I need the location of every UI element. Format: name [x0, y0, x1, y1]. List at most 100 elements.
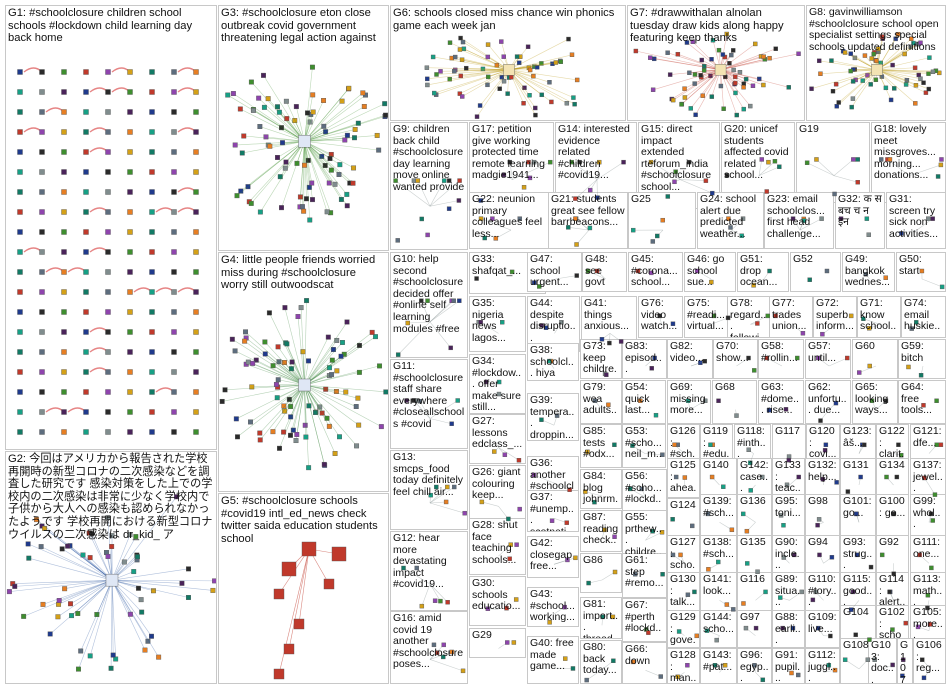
cluster-g133-nodes	[784, 474, 801, 488]
group-g122: G122: clarit...	[876, 424, 909, 468]
cluster-g94-nodes	[817, 552, 835, 564]
cluster-g7-nodes	[633, 31, 801, 118]
group-g15: G15: direct impact extended rteforum_ind…	[638, 122, 720, 209]
group-label: G73: keep childre...	[583, 340, 617, 378]
group-label: G46: go school sue...	[687, 253, 728, 289]
group-label: G9: children back child #schoolclosure d…	[393, 123, 466, 193]
group-g71: G71: know school...	[857, 296, 901, 338]
cluster-g129-nodes	[676, 629, 699, 639]
group-g23: G23: email schoolclos... first head chal…	[764, 192, 834, 249]
group-g121: G121: dfe...	[910, 424, 946, 468]
group-label: G85: tests #odx...	[583, 425, 615, 461]
cluster-g14-nodes	[569, 159, 626, 201]
group-label: G100: go...	[879, 495, 906, 519]
cluster-g119-nodes	[708, 442, 715, 447]
cluster-g18-nodes	[879, 157, 944, 179]
cluster-g108-nodes	[842, 657, 871, 670]
group-g80: G80: back today...	[580, 640, 622, 684]
group-g50: G50: start	[896, 252, 946, 292]
group-g112: G112: juggl...	[805, 648, 840, 684]
group-g22: G22: neunion primary colleagues feel les…	[469, 192, 551, 249]
group-label: G144: scho...	[703, 611, 735, 635]
group-g1: G1: #schoolclosure children school schoo…	[5, 5, 217, 450]
cluster-g141-nodes	[719, 600, 736, 612]
cluster-g50-nodes	[919, 268, 945, 290]
cluster-g13-nodes	[428, 484, 467, 516]
cluster-g136-nodes	[741, 511, 756, 534]
group-g78: G78: regard... followi...	[727, 296, 772, 338]
group-g113: G113: math...	[910, 572, 946, 614]
cluster-g20-nodes	[724, 157, 782, 194]
group-g124: G124	[667, 498, 700, 543]
group-label: G72: superb inform...	[816, 297, 854, 333]
group-label: G29	[472, 629, 492, 641]
group-label: G112: juggl...	[808, 649, 839, 684]
group-label: G32: क स बच च न इन	[838, 193, 885, 229]
cluster-g139-nodes	[705, 511, 735, 533]
group-label: G102: school	[879, 606, 905, 642]
group-g3: G3: #schoolclosure eton close outbreak c…	[218, 5, 389, 251]
group-g42: G42: closegap free...	[527, 536, 579, 578]
group-label: G70: show...	[716, 340, 749, 364]
group-g58: G58: #rollin...	[758, 339, 804, 379]
group-g83: G83: episod...	[622, 339, 667, 379]
cluster-g30-nodes	[485, 597, 519, 611]
group-g18: G18: lovely meet missgroves... morning..…	[871, 122, 946, 203]
group-label: G41: things anxious...	[584, 297, 629, 333]
group-label: G61: step #remo...	[625, 554, 664, 590]
cluster-g86-nodes	[586, 569, 618, 586]
cluster-g98-nodes	[815, 517, 824, 528]
group-g73: G73: keep childre...	[580, 339, 622, 379]
cluster-g27-nodes	[492, 447, 522, 463]
group-g11: G11: #schoolclosure staff share everywhe…	[390, 359, 468, 449]
cluster-g53-nodes	[630, 443, 665, 457]
cluster-g65-nodes	[869, 398, 889, 410]
cluster-g52-nodes	[807, 268, 830, 282]
group-label: G114: alert...	[879, 573, 906, 614]
group-label: G11: #schoolclosure staff share everywhe…	[393, 360, 466, 430]
group-g123: G123: âš...	[840, 424, 876, 468]
cluster-g58-nodes	[764, 355, 800, 367]
group-g141: G141: look...	[700, 572, 737, 614]
cluster-g144-nodes	[704, 628, 720, 643]
group-g106: G106: reg...	[913, 638, 946, 684]
group-label: G12: hear more devastating impact #covid…	[393, 532, 450, 591]
group-label: G141: look...	[703, 573, 735, 597]
group-label: G89: situa...	[775, 573, 801, 609]
cluster-g120-nodes	[822, 442, 829, 454]
group-g68: G68	[712, 380, 757, 424]
group-label: G44: despite disruptio...	[530, 297, 576, 344]
cluster-g59-nodes	[906, 364, 924, 378]
group-label: G59: bitch	[901, 340, 927, 364]
group-label: G133: teac...	[775, 459, 801, 497]
group-g19: G19	[796, 122, 870, 203]
group-g75: G75: #readi... virtual...	[684, 296, 736, 338]
group-g125: G125: ahea...	[667, 458, 700, 498]
cluster-g73-nodes	[601, 365, 609, 377]
group-g6: G6: schools closed miss chance win phoni…	[390, 5, 626, 121]
group-label: G116	[740, 573, 765, 585]
group-g29: G29	[469, 628, 526, 658]
cluster-g78-nodes	[750, 313, 770, 326]
cluster-g114-nodes	[887, 589, 894, 601]
cluster-g62-nodes	[818, 400, 839, 423]
cluster-g36-nodes	[531, 472, 572, 492]
group-g128: G128: man...	[667, 648, 700, 684]
group-g27: G27: lessons edclass_...	[469, 414, 526, 464]
group-g143: G143: #pat...	[700, 648, 737, 684]
group-g135: G135	[737, 535, 772, 577]
cluster-g100-nodes	[891, 511, 897, 517]
group-label: G18: lovely meet missgroves... morning..…	[874, 123, 939, 182]
group-label: G83: episod...	[625, 340, 662, 376]
group-g62: G62: unfortu... due...	[805, 380, 851, 424]
cluster-g97-nodes	[743, 625, 759, 636]
group-label: G58: #rollin...	[761, 340, 798, 364]
cluster-g31-nodes	[899, 216, 935, 236]
cluster-g70-nodes	[736, 355, 757, 373]
cluster-g130-nodes	[684, 589, 697, 601]
group-g90: G90: incle...	[772, 535, 805, 577]
group-g57: G57: until...	[805, 339, 851, 379]
cluster-g2-nodes	[6, 494, 216, 672]
cluster-g77-nodes	[773, 313, 806, 336]
group-label: G4: little people friends worried miss d…	[221, 254, 379, 292]
